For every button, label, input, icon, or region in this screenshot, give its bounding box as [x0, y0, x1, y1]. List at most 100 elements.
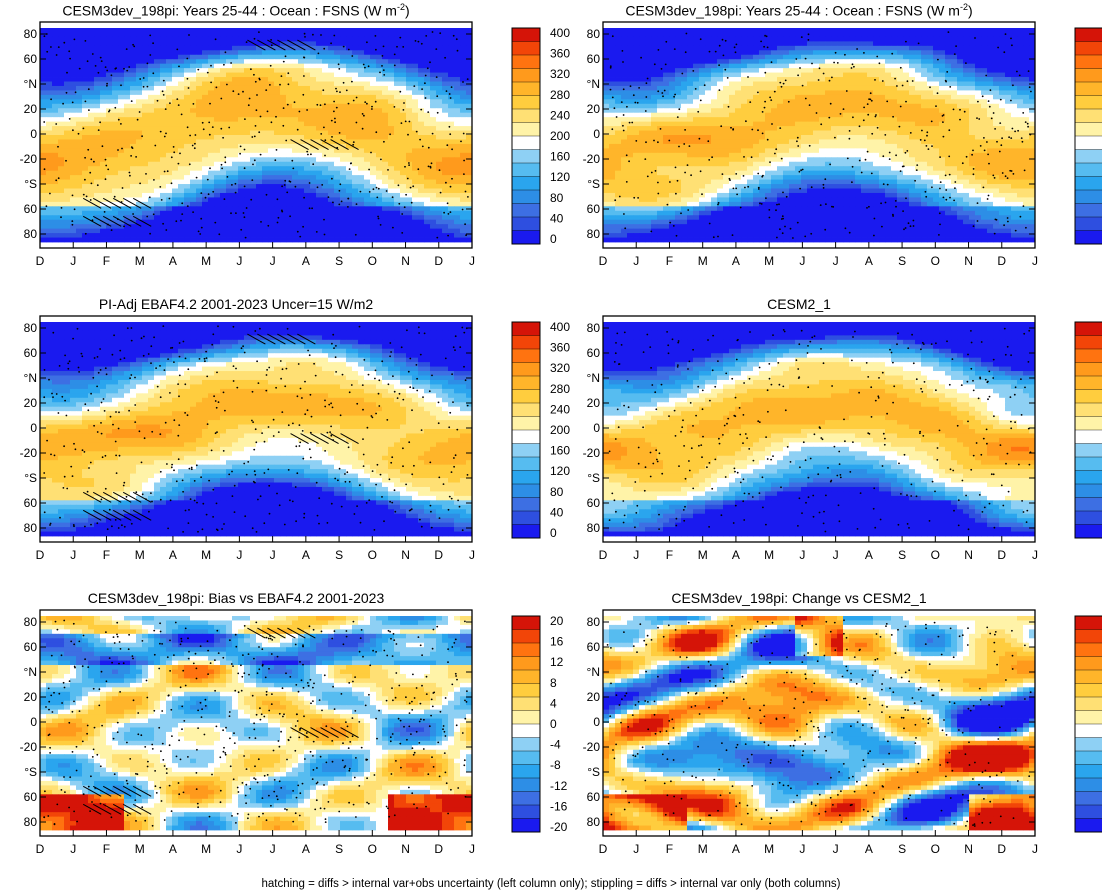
y-tick-label: °S	[587, 471, 600, 485]
x-tick-label: M	[698, 254, 708, 268]
colorbar-label: 240	[550, 402, 570, 416]
x-tick-label: M	[698, 548, 708, 562]
x-tick-label: S	[335, 254, 343, 268]
hatching	[82, 627, 359, 815]
panel-title-text: CESM2_1	[767, 296, 831, 312]
x-tick-label: A	[732, 842, 740, 856]
x-tick-label: M	[135, 842, 145, 856]
hatching	[82, 39, 359, 227]
x-tick-label: D	[36, 548, 45, 562]
x-tick-label: S	[898, 548, 906, 562]
plot-frame	[602, 609, 1036, 837]
y-tick-label: 80	[24, 321, 38, 335]
x-tick-label: J	[633, 548, 639, 562]
heatmap-svg: 8060°N200-20°S6080DJFMAMJJASONDJ40036032…	[583, 315, 1102, 562]
x-tick-label: A	[302, 254, 310, 268]
x-tick-label: O	[368, 548, 377, 562]
panel-title-text: CESM3dev_198pi: Years 25-44 : Ocean : FS…	[625, 3, 960, 19]
x-tick-label: J	[469, 842, 475, 856]
x-tick-label: O	[931, 254, 940, 268]
heatmap-cells	[603, 28, 1036, 243]
y-tick-label: 60	[587, 496, 601, 510]
plot-frame	[39, 315, 473, 543]
x-tick-label: A	[865, 842, 873, 856]
y-tick-label: -20	[20, 446, 38, 460]
y-tick-label: 20	[587, 690, 601, 704]
x-tick-label: J	[236, 548, 242, 562]
x-tick-label: F	[103, 254, 110, 268]
x-tick-label: D	[599, 548, 608, 562]
x-tick-label: F	[666, 254, 673, 268]
x-tick-label: J	[1032, 842, 1038, 856]
x-tick-label: N	[964, 254, 973, 268]
colorbar-label: 40	[550, 505, 564, 519]
y-tick-label: 80	[587, 521, 601, 535]
y-tick-label: -20	[20, 740, 38, 754]
y-tick-label: 0	[593, 127, 600, 141]
y-tick-label: °S	[587, 177, 600, 191]
x-tick-label: J	[70, 842, 76, 856]
y-tick-label: 80	[24, 815, 38, 829]
x-tick-label: J	[833, 842, 839, 856]
y-tick-label: °N	[587, 371, 600, 385]
plot-frame	[39, 21, 473, 249]
y-tick-label: 60	[587, 202, 601, 216]
colorbar-label: 280	[550, 382, 570, 396]
panel-title-text: CESM3dev_198pi: Change vs CESM2_1	[671, 590, 926, 606]
panel-title: CESM3dev_198pi: Change vs CESM2_1	[581, 590, 1017, 606]
x-tick-label: D	[36, 254, 45, 268]
x-tick-label: A	[302, 842, 310, 856]
x-tick-label: J	[70, 254, 76, 268]
y-tick-label: -20	[583, 740, 601, 754]
hatching	[82, 333, 359, 521]
panel-title: PI-Adj EBAF4.2 2001-2023 Uncer=15 W/m2	[18, 296, 454, 312]
panel-title: CESM3dev_198pi: Years 25-44 : Ocean : FS…	[18, 2, 454, 19]
heatmap-cells	[603, 616, 1036, 831]
x-tick-label: J	[799, 548, 805, 562]
x-tick-label: S	[898, 254, 906, 268]
x-tick-label: M	[201, 254, 211, 268]
x-tick-label: D	[434, 548, 443, 562]
x-tick-label: D	[997, 254, 1006, 268]
x-tick-label: J	[633, 254, 639, 268]
y-tick-label: 80	[587, 321, 601, 335]
y-tick-label: -20	[583, 152, 601, 166]
y-tick-label: 0	[30, 421, 37, 435]
x-tick-label: J	[236, 254, 242, 268]
x-tick-label: M	[201, 548, 211, 562]
x-tick-label: M	[135, 254, 145, 268]
panel-title-end: )	[405, 3, 410, 19]
y-tick-label: 80	[24, 615, 38, 629]
x-tick-label: S	[898, 842, 906, 856]
x-tick-label: J	[270, 548, 276, 562]
y-tick-label: 0	[30, 715, 37, 729]
colorbar-label: 4	[550, 696, 557, 710]
x-tick-label: A	[865, 254, 873, 268]
panel-title-text: CESM3dev_198pi: Years 25-44 : Ocean : FS…	[62, 3, 397, 19]
x-tick-label: F	[103, 548, 110, 562]
x-tick-label: S	[335, 548, 343, 562]
x-tick-label: D	[434, 842, 443, 856]
colorbar-label: 20	[550, 614, 564, 628]
x-tick-label: J	[270, 842, 276, 856]
colorbar-label: 16	[550, 635, 564, 649]
panel-title: CESM3dev_198pi: Years 25-44 : Ocean : FS…	[581, 2, 1017, 19]
y-tick-label: 20	[24, 690, 38, 704]
colorbar-label: -8	[550, 758, 561, 772]
heatmap-cells	[40, 322, 473, 537]
heatmap-cells	[40, 616, 473, 831]
stipple-dots	[43, 325, 469, 533]
x-tick-label: J	[469, 254, 475, 268]
panel-title-end: )	[968, 3, 973, 19]
heatmap-svg: 8060°N200-20°S6080DJFMAMJJASONDJ20161284…	[583, 609, 1102, 856]
stipple-dots	[608, 327, 1032, 533]
colorbar-label: -20	[550, 820, 568, 834]
colorbar-label: 8	[550, 676, 557, 690]
colorbar-label: 360	[550, 47, 570, 61]
y-tick-label: -20	[583, 446, 601, 460]
y-tick-label: 20	[587, 396, 601, 410]
x-tick-label: M	[698, 842, 708, 856]
colorbar	[1074, 615, 1102, 833]
heatmap-svg: 8060°N200-20°S6080DJFMAMJJASONDJ40036032…	[583, 21, 1102, 268]
x-tick-label: O	[368, 254, 377, 268]
